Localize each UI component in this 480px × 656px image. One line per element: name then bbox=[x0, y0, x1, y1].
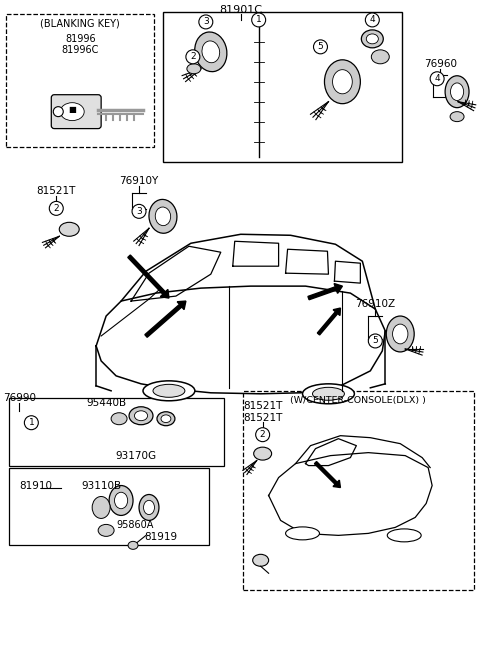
Circle shape bbox=[368, 334, 382, 348]
Circle shape bbox=[53, 107, 63, 117]
Ellipse shape bbox=[386, 316, 414, 352]
Circle shape bbox=[252, 13, 265, 27]
Text: 2: 2 bbox=[190, 52, 196, 61]
Text: 81996: 81996 bbox=[65, 34, 96, 44]
Circle shape bbox=[24, 416, 38, 430]
Text: 5: 5 bbox=[318, 43, 324, 51]
Text: 1: 1 bbox=[256, 16, 262, 24]
Ellipse shape bbox=[111, 413, 127, 424]
Ellipse shape bbox=[157, 412, 175, 426]
Circle shape bbox=[186, 50, 200, 64]
Ellipse shape bbox=[450, 112, 464, 121]
Text: 4: 4 bbox=[434, 74, 440, 83]
Text: 2: 2 bbox=[53, 204, 59, 213]
Text: (BLANKING KEY): (BLANKING KEY) bbox=[40, 19, 120, 29]
Text: 95440B: 95440B bbox=[86, 398, 126, 408]
Ellipse shape bbox=[387, 529, 421, 542]
Text: 1: 1 bbox=[28, 419, 34, 427]
Ellipse shape bbox=[128, 541, 138, 549]
Bar bbox=[10, 468, 209, 545]
Text: 93170G: 93170G bbox=[116, 451, 156, 461]
Ellipse shape bbox=[366, 34, 378, 44]
Text: 93110B: 93110B bbox=[81, 481, 121, 491]
Ellipse shape bbox=[109, 485, 133, 516]
Ellipse shape bbox=[134, 411, 148, 420]
Ellipse shape bbox=[92, 497, 110, 518]
Ellipse shape bbox=[60, 103, 84, 121]
Text: 2: 2 bbox=[260, 430, 265, 439]
Text: 3: 3 bbox=[136, 207, 142, 216]
Text: 5: 5 bbox=[372, 337, 378, 346]
Ellipse shape bbox=[153, 384, 185, 398]
Ellipse shape bbox=[312, 387, 345, 400]
Polygon shape bbox=[128, 255, 169, 298]
Text: 81521T: 81521T bbox=[243, 413, 282, 422]
Ellipse shape bbox=[155, 207, 171, 226]
FancyBboxPatch shape bbox=[51, 94, 101, 129]
Polygon shape bbox=[317, 308, 340, 335]
Ellipse shape bbox=[252, 554, 269, 566]
Text: 76910Y: 76910Y bbox=[120, 176, 159, 186]
Ellipse shape bbox=[286, 527, 320, 540]
Circle shape bbox=[132, 205, 146, 218]
Text: (W/CENTER-CONSOLE(DLX) ): (W/CENTER-CONSOLE(DLX) ) bbox=[290, 396, 426, 405]
Text: 4: 4 bbox=[370, 16, 375, 24]
Ellipse shape bbox=[202, 41, 220, 63]
Text: 81901C: 81901C bbox=[219, 5, 262, 15]
Circle shape bbox=[430, 72, 444, 86]
Circle shape bbox=[365, 13, 379, 27]
Text: 81910: 81910 bbox=[19, 481, 52, 491]
Ellipse shape bbox=[254, 447, 272, 460]
Ellipse shape bbox=[195, 32, 227, 72]
Bar bbox=[6, 14, 154, 146]
Ellipse shape bbox=[372, 50, 389, 64]
Ellipse shape bbox=[361, 30, 384, 48]
Ellipse shape bbox=[129, 407, 153, 424]
Ellipse shape bbox=[143, 381, 195, 401]
Polygon shape bbox=[314, 462, 340, 487]
Text: 3: 3 bbox=[203, 18, 209, 26]
Ellipse shape bbox=[324, 60, 360, 104]
Ellipse shape bbox=[139, 495, 159, 520]
Text: 81996C: 81996C bbox=[61, 45, 99, 55]
Ellipse shape bbox=[98, 524, 114, 537]
Bar bbox=[10, 398, 224, 466]
Text: 76990: 76990 bbox=[3, 393, 36, 403]
Text: 81521T: 81521T bbox=[243, 401, 282, 411]
Circle shape bbox=[256, 428, 270, 441]
Text: 81919: 81919 bbox=[144, 533, 178, 543]
Bar bbox=[243, 391, 474, 590]
Ellipse shape bbox=[161, 415, 171, 422]
Ellipse shape bbox=[393, 324, 408, 344]
Circle shape bbox=[199, 15, 213, 29]
Ellipse shape bbox=[445, 75, 469, 108]
Polygon shape bbox=[308, 283, 342, 300]
Circle shape bbox=[313, 40, 327, 54]
Ellipse shape bbox=[451, 83, 464, 100]
Ellipse shape bbox=[333, 70, 352, 94]
Ellipse shape bbox=[59, 222, 79, 236]
Text: 76960: 76960 bbox=[424, 59, 456, 69]
Polygon shape bbox=[145, 301, 186, 337]
Ellipse shape bbox=[115, 492, 128, 508]
Text: ■: ■ bbox=[68, 105, 76, 114]
Ellipse shape bbox=[144, 501, 155, 514]
Bar bbox=[163, 12, 402, 161]
Text: 76910Z: 76910Z bbox=[355, 299, 396, 309]
Text: 95860A: 95860A bbox=[116, 520, 154, 531]
Text: 81521T: 81521T bbox=[36, 186, 76, 196]
Ellipse shape bbox=[149, 199, 177, 234]
Ellipse shape bbox=[187, 64, 201, 73]
Ellipse shape bbox=[302, 384, 354, 404]
Circle shape bbox=[49, 201, 63, 215]
